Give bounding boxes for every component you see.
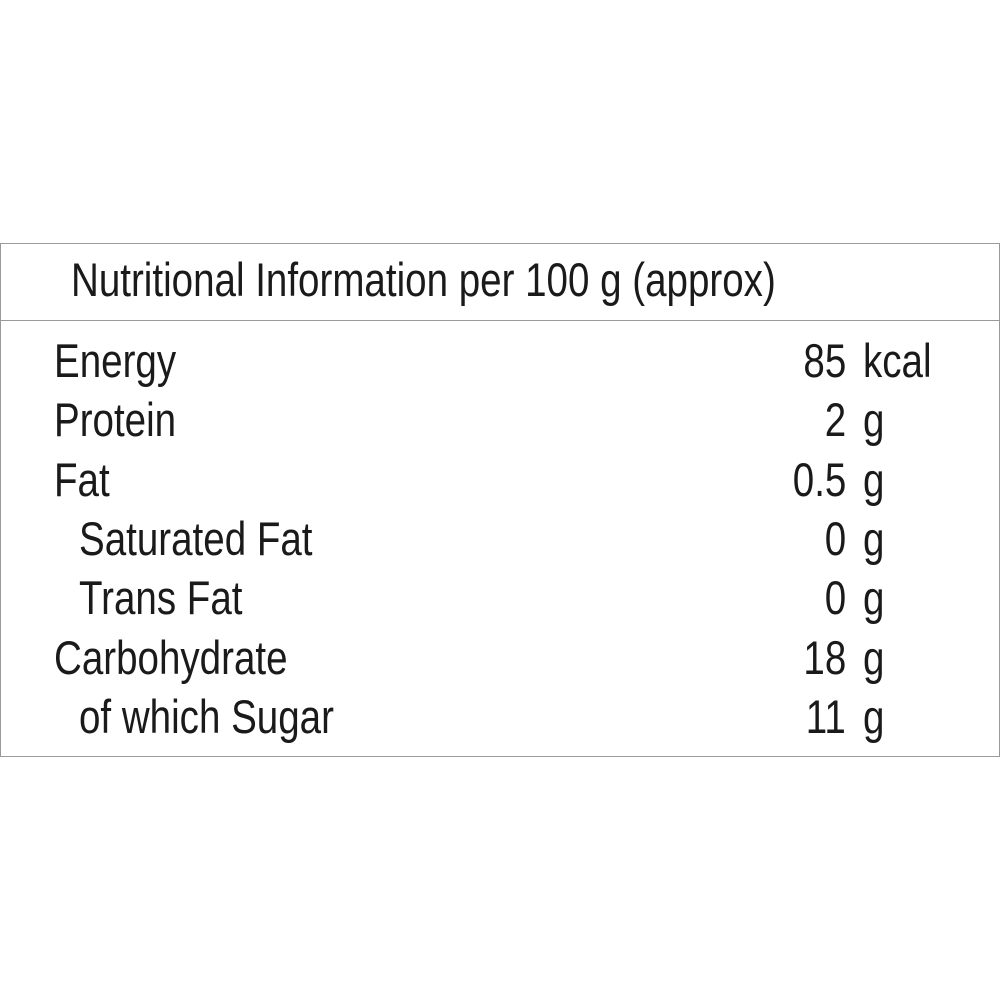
row-label: Saturated Fat [79, 511, 313, 565]
row-value: 0.5 [792, 452, 846, 506]
row-label: Fat [54, 452, 110, 506]
row-unit: g [863, 630, 885, 684]
row-unit: g [863, 689, 885, 743]
row-value: 85 [803, 334, 846, 387]
row-unit: g [863, 452, 885, 506]
row-label: Trans Fat [79, 571, 243, 625]
nutrition-panel: Nutritional Information per 100 g (appro… [0, 243, 1000, 757]
row-label: Carbohydrate [54, 630, 288, 684]
row-value: 18 [803, 630, 846, 684]
divider [1, 320, 999, 321]
row-label: Energy [54, 334, 177, 387]
row-unit: g [863, 393, 885, 447]
row-value: 2 [824, 393, 846, 447]
row-value: 11 [805, 689, 846, 743]
row-value: 0 [824, 571, 846, 625]
row-value: 0 [824, 511, 846, 565]
row-label: of which Sugar [79, 689, 334, 743]
row-unit: kcal [863, 334, 932, 387]
row-label: Protein [54, 393, 177, 447]
row-unit: g [863, 511, 885, 565]
panel-title: Nutritional Information per 100 g (appro… [71, 253, 776, 306]
row-unit: g [863, 571, 885, 625]
